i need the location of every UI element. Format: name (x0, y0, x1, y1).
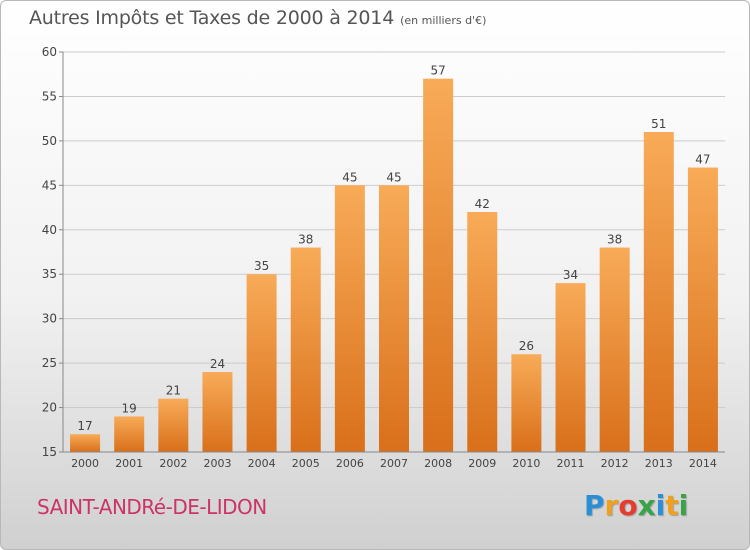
data-label: 38 (298, 233, 313, 247)
bar (467, 212, 498, 452)
y-tick-label: 20 (42, 401, 57, 415)
y-tick-label: 45 (42, 178, 57, 192)
y-tick-label: 50 (42, 134, 57, 148)
data-label: 47 (695, 153, 710, 167)
data-label: 51 (651, 117, 666, 131)
y-tick-label: 25 (42, 356, 57, 370)
bar (70, 434, 101, 452)
bar (246, 274, 277, 452)
logo-letter: o (618, 489, 638, 522)
bar (379, 185, 409, 453)
bar (599, 247, 630, 452)
y-tick-label: 40 (42, 223, 57, 237)
data-label: 19 (122, 401, 137, 415)
x-tick-label: 2007 (380, 457, 408, 470)
data-label: 35 (254, 259, 269, 273)
y-tick-label: 55 (42, 89, 57, 103)
x-tick-label: 2011 (557, 457, 585, 470)
y-tick-label: 35 (42, 267, 57, 281)
data-label: 34 (563, 268, 578, 282)
bar (334, 185, 365, 453)
bar (643, 132, 674, 452)
x-tick-label: 2001 (115, 457, 143, 470)
x-tick-label: 2003 (203, 457, 231, 470)
x-tick-label: 2010 (512, 457, 540, 470)
x-tick-label: 2014 (689, 457, 717, 470)
x-tick-label: 2000 (71, 457, 99, 470)
proxiti-logo: Proxiti (584, 489, 688, 522)
logo-letter: P (584, 489, 605, 522)
data-label: 21 (166, 384, 181, 398)
bar (202, 372, 233, 452)
logo-letter: x (637, 489, 656, 522)
data-label: 38 (607, 233, 622, 247)
bar (158, 398, 189, 452)
x-tick-label: 2009 (468, 457, 496, 470)
logo-letter: i (655, 489, 666, 522)
chart-title-text: Autres Impôts et Taxes de 2000 à 2014 (29, 7, 395, 29)
chart-title: Autres Impôts et Taxes de 2000 à 2014 (en… (29, 7, 486, 29)
data-label: 42 (475, 197, 490, 211)
x-tick-label: 2004 (248, 457, 276, 470)
x-tick-label: 2013 (645, 457, 673, 470)
data-label: 17 (77, 419, 92, 433)
data-label: 24 (210, 357, 225, 371)
bar (687, 167, 718, 453)
x-tick-label: 2006 (336, 457, 364, 470)
logo-letter: i (678, 489, 689, 522)
logo-letter: t (665, 489, 679, 522)
bar (290, 247, 321, 452)
chart-unit: (en milliers d'€) (400, 14, 487, 27)
y-tick-label: 30 (42, 312, 57, 326)
y-tick-label: 15 (42, 445, 57, 459)
x-tick-label: 2002 (159, 457, 187, 470)
bar (511, 354, 542, 452)
logo-letter: r (604, 489, 619, 522)
data-label: 45 (342, 170, 357, 184)
x-tick-label: 2005 (292, 457, 320, 470)
y-tick-label: 60 (42, 45, 57, 59)
x-tick-label: 2008 (424, 457, 452, 470)
commune-name: SAINT-ANDRé-DE-LIDON (37, 495, 267, 519)
bar (114, 416, 145, 452)
data-label: 45 (386, 170, 401, 184)
bar (555, 283, 586, 452)
bar (423, 78, 454, 453)
data-label: 57 (430, 64, 445, 78)
data-label: 26 (519, 339, 534, 353)
x-tick-label: 2012 (601, 457, 629, 470)
